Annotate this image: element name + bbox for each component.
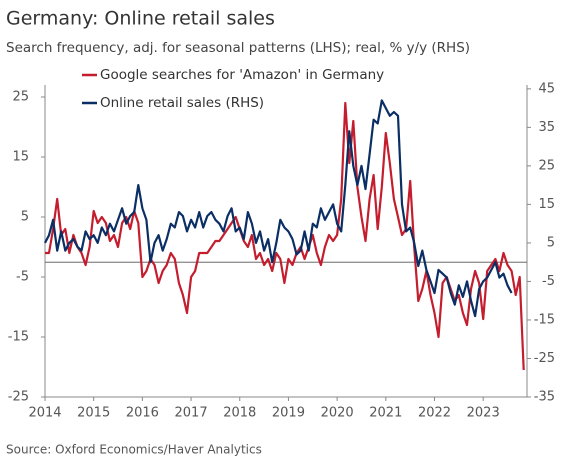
legend-label: Online retail sales (RHS) (100, 95, 264, 111)
x-tick-label: 2020 (321, 406, 354, 421)
x-tick-label: 2014 (28, 406, 61, 421)
chart-subtitle: Search frequency, adj. for seasonal patt… (6, 40, 470, 56)
x-tick-label: 2023 (467, 406, 500, 421)
legend-label: Google searches for 'Amazon' in Germany (100, 67, 384, 83)
y-tick-label: 5 (21, 210, 29, 225)
x-tick-label: 2018 (223, 406, 256, 421)
x-tick-label: 2016 (126, 406, 159, 421)
y2-tick-label: 15 (538, 197, 555, 212)
y-tick-label: 25 (12, 90, 29, 105)
y2-tick-label: -35 (534, 390, 555, 405)
y2-tick-label: 25 (538, 158, 555, 173)
y2-tick-label: 45 (538, 81, 555, 96)
y2-tick-label: -25 (534, 351, 555, 366)
y-tick-label: -25 (8, 390, 29, 405)
y2-tick-label: 35 (538, 120, 555, 135)
y-tick-label: -15 (8, 330, 29, 345)
y2-tick-label: -5 (542, 274, 555, 289)
series-line (45, 101, 525, 371)
y2-tick-label: -15 (534, 312, 555, 327)
chart-title: Germany: Online retail sales (6, 8, 275, 30)
series-line (44, 99, 513, 318)
x-tick-label: 2017 (175, 406, 208, 421)
source-note: Source: Oxford Economics/Haver Analytics (6, 443, 262, 457)
x-tick-label: 2015 (77, 406, 110, 421)
y2-tick-label: 5 (547, 235, 555, 250)
y-tick-label: -5 (16, 270, 29, 285)
x-tick-label: 2022 (418, 406, 451, 421)
y-tick-label: 15 (12, 150, 29, 165)
x-tick-label: 2021 (369, 406, 402, 421)
x-tick-label: 2019 (272, 406, 305, 421)
